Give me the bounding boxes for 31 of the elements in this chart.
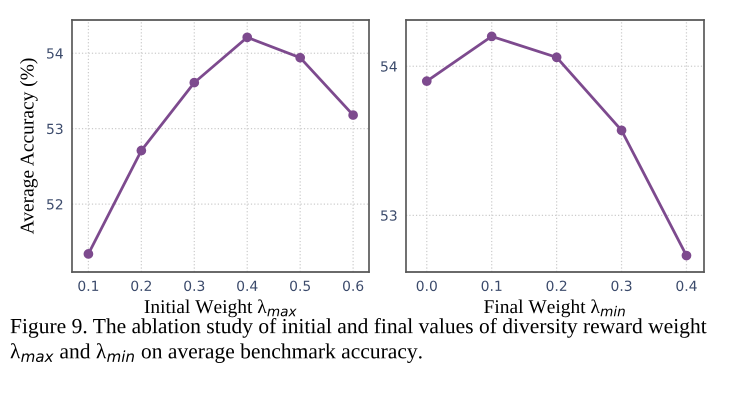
point	[616, 125, 626, 136]
y-tick-label: 53	[381, 210, 397, 221]
x-tick-label: 0.0	[416, 280, 437, 292]
x-tick-label: 0.1	[78, 280, 98, 292]
x-tick-label: 0.3	[611, 280, 632, 292]
y-tick-label: 54	[47, 48, 63, 59]
caption: Figure 9. The ablation study of initial and final values of diversity reward weight λ$_{max}$ and λ$_{min}$ on average benchmark accuracy.	[10, 318, 707, 363]
x-tick-label: 0.3	[184, 280, 204, 292]
x-tick-label: 0.6	[342, 280, 364, 292]
point	[422, 76, 432, 86]
point	[242, 32, 252, 42]
y-tick-label: 52	[47, 199, 62, 210]
y-tick-label: 54	[381, 61, 397, 72]
x-tick-label: 0.2	[131, 280, 152, 292]
x-tick-label: 0.1	[482, 280, 502, 292]
point	[682, 250, 692, 260]
point	[84, 249, 94, 259]
x-tick-label: 0.4	[237, 280, 258, 292]
point	[136, 146, 146, 156]
x-tick-label: 0.4	[676, 280, 697, 292]
x-axis-title: Final Weight λ$_{min}$	[484, 299, 625, 318]
point	[295, 52, 306, 63]
point	[348, 110, 358, 120]
y-axis-title: Average Accuracy (%)	[20, 58, 38, 234]
point	[486, 32, 497, 42]
y-tick-label: 53	[47, 124, 63, 134]
point	[189, 78, 200, 88]
x-axis-title: Initial Weight λ$_{max}$	[144, 299, 297, 318]
x-tick-label: 0.2	[546, 280, 566, 292]
x-tick-label: 0.5	[290, 280, 310, 292]
point	[552, 52, 562, 62]
